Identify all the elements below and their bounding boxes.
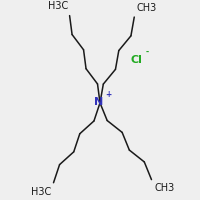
Text: Cl: Cl [130,55,142,65]
Text: N: N [94,97,104,107]
Text: H3C: H3C [48,1,68,11]
Text: +: + [105,90,111,99]
Text: CH3: CH3 [154,183,175,193]
Text: -: - [146,48,149,57]
Text: H3C: H3C [31,187,51,197]
Text: CH3: CH3 [136,3,157,13]
